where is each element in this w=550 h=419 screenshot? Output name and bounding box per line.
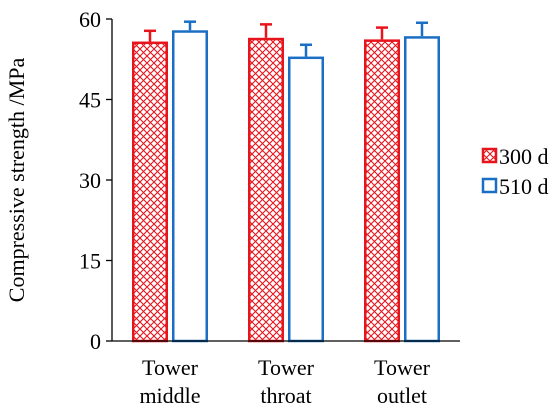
bar-510d-3 — [404, 36, 440, 343]
error-bar — [376, 26, 388, 40]
x-category-label: Tower — [258, 355, 315, 380]
y-tick-label: 45 — [79, 88, 101, 113]
legend-label: 510 d — [499, 174, 549, 199]
error-bar — [300, 43, 312, 57]
bar-510d-2 — [288, 56, 324, 343]
legend-label: 300 d — [499, 144, 549, 169]
y-axis-title: Compressive strength /MPa — [4, 58, 29, 303]
x-category-label: Tower — [374, 355, 431, 380]
y-tick-label: 15 — [79, 249, 101, 274]
error-bar — [260, 23, 272, 38]
error-bars — [144, 20, 428, 57]
error-bar — [144, 29, 156, 42]
x-category-label: Tower — [142, 355, 199, 380]
bar-300d-2 — [248, 37, 284, 343]
y-tick-label: 30 — [79, 168, 101, 193]
legend-swatch — [481, 147, 498, 164]
bar-300d-3 — [364, 39, 400, 343]
legend-swatch — [481, 177, 498, 194]
legend: 300 d 510 d — [481, 144, 549, 199]
bars — [132, 30, 440, 343]
x-category-label: throat — [260, 383, 311, 408]
error-bar — [416, 21, 428, 37]
y-axis-ticks: 0 15 30 45 60 — [79, 7, 112, 354]
y-tick-label: 60 — [79, 7, 101, 32]
error-bar — [184, 20, 196, 31]
x-category-label: middle — [139, 383, 200, 408]
x-axis-category-labels: Tower middle Tower throat Tower outlet — [139, 355, 430, 408]
bar-510d-1 — [172, 30, 208, 343]
x-category-label: outlet — [377, 383, 427, 408]
y-tick-label: 0 — [90, 329, 101, 354]
bar-300d-1 — [132, 41, 168, 343]
